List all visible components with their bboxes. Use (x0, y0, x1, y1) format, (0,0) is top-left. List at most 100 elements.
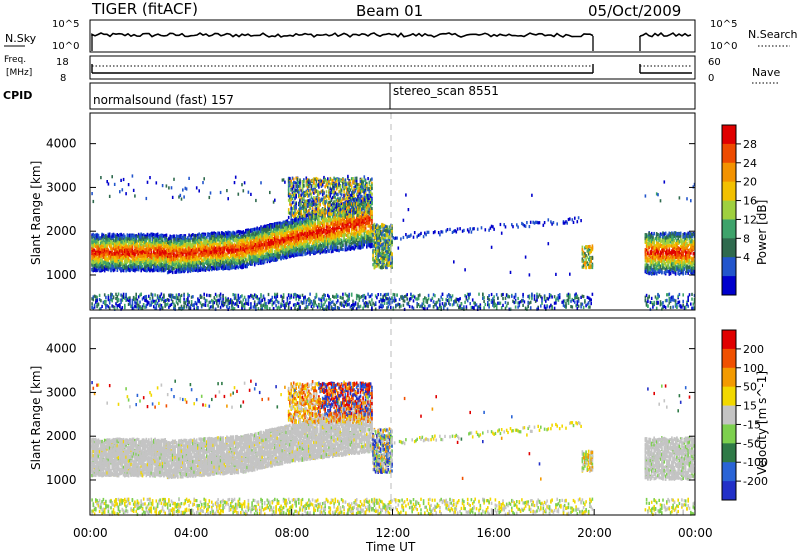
echo-cell (118, 298, 120, 301)
echo-cell (122, 306, 124, 309)
echo-cell (168, 299, 170, 302)
echo-cell (186, 187, 188, 190)
echo-cell (220, 296, 222, 299)
echo-cell (177, 302, 179, 305)
echo-cell (109, 233, 111, 236)
echo-cell (205, 233, 207, 236)
echo-cell (212, 306, 214, 309)
echo-cell (94, 304, 96, 307)
echo-cell (245, 298, 247, 301)
echo-cell (125, 192, 127, 195)
freq-tick-high: 18 (56, 57, 69, 68)
echo-cell (206, 294, 208, 297)
echo-cell (255, 308, 257, 311)
freq-trace (92, 64, 692, 73)
echo-cell (182, 188, 184, 191)
echo-cell (227, 197, 229, 200)
echo-cell (195, 244, 197, 247)
echo-cell (96, 299, 98, 302)
echo-cell (99, 294, 101, 297)
echo-cell (220, 191, 222, 194)
echo-cell (192, 295, 194, 298)
echo-cell (235, 176, 237, 179)
echo-cell (135, 293, 137, 296)
echo-cell (134, 194, 136, 197)
echo-cell (250, 304, 252, 307)
echo-cell (132, 174, 134, 177)
echo-cell (124, 304, 126, 307)
echo-cell (113, 296, 115, 299)
echo-cell (174, 304, 176, 307)
echo-cell (248, 303, 250, 306)
echo-cell (111, 299, 113, 302)
echo-cell (156, 181, 158, 184)
nsearch-tick-low: 10^0 (710, 41, 737, 52)
echo-cell (154, 293, 156, 296)
echo-cell (181, 294, 183, 297)
echo-cell (188, 177, 190, 180)
echo-cell (161, 293, 163, 296)
echo-cell (100, 176, 102, 179)
echo-cell (216, 295, 218, 298)
echo-cell (91, 192, 93, 195)
echo-cell (248, 191, 250, 194)
echo-cell (101, 305, 103, 308)
echo-cell (183, 195, 185, 198)
echo-cell (140, 293, 142, 296)
echo-cell (98, 241, 100, 244)
echo-cell (235, 294, 237, 297)
nave-tick-low: 0 (708, 73, 714, 84)
echo-cell (250, 193, 252, 196)
echo-cell (123, 178, 125, 181)
echo-cell (209, 196, 211, 199)
echo-cell (163, 295, 165, 298)
echo-cell (105, 300, 107, 303)
echo-cell (91, 302, 93, 305)
echo-cell (238, 305, 240, 308)
echo-cell (191, 300, 193, 303)
echo-cell (123, 293, 125, 296)
freq-panel: Freq. [MHz] 18 8 60 0 Nave (4, 55, 780, 84)
nave-label: Nave (752, 66, 780, 79)
echo-cell (146, 295, 148, 298)
echo-cell (207, 304, 209, 307)
nsky-label: N.Sky (5, 32, 37, 45)
echo-cell (108, 182, 110, 185)
echo-cell (180, 297, 182, 300)
cpid-segment-2: stereo_scan 8551 (393, 84, 499, 98)
freq-label-2: [MHz] (6, 68, 32, 78)
echo-cell (139, 301, 141, 304)
cpid-label: CPID (3, 89, 32, 102)
echo-cell (166, 184, 168, 187)
echo-cell (180, 194, 182, 197)
echo-cell (167, 303, 169, 306)
echo-cell (210, 294, 212, 297)
echo-cell (109, 301, 111, 304)
echo-cell (122, 188, 124, 191)
echo-cell (109, 306, 111, 309)
echo-cell (149, 239, 151, 242)
echo-cell (183, 305, 185, 308)
nsky-tick-low: 10^0 (52, 41, 79, 52)
nsky-panel: N.Sky 10^5 10^0 10^5 10^0 N.Search (4, 19, 798, 52)
echo-cell (137, 301, 139, 304)
echo-cell (96, 296, 98, 299)
echo-cell (244, 305, 246, 308)
echo-cell (241, 183, 243, 186)
echo-cell (147, 181, 149, 184)
nsearch-tick-high: 10^5 (710, 19, 737, 30)
echo-cell (220, 293, 222, 296)
echo-cell (188, 294, 190, 297)
echo-cell (98, 303, 100, 306)
echo-cell (171, 186, 173, 189)
echo-cell (166, 234, 168, 237)
echo-cell (202, 181, 204, 184)
freq-label-1: Freq. (4, 55, 26, 65)
echo-cell (119, 190, 121, 193)
echo-cell (162, 184, 164, 187)
echo-cell (183, 298, 185, 301)
echo-cell (125, 293, 127, 296)
echo-cell (118, 293, 120, 296)
rti-plot: N.Sky 10^5 10^0 10^5 10^0 N.Search Freq.… (0, 0, 800, 554)
nsky-tick-high: 10^5 (52, 19, 79, 30)
